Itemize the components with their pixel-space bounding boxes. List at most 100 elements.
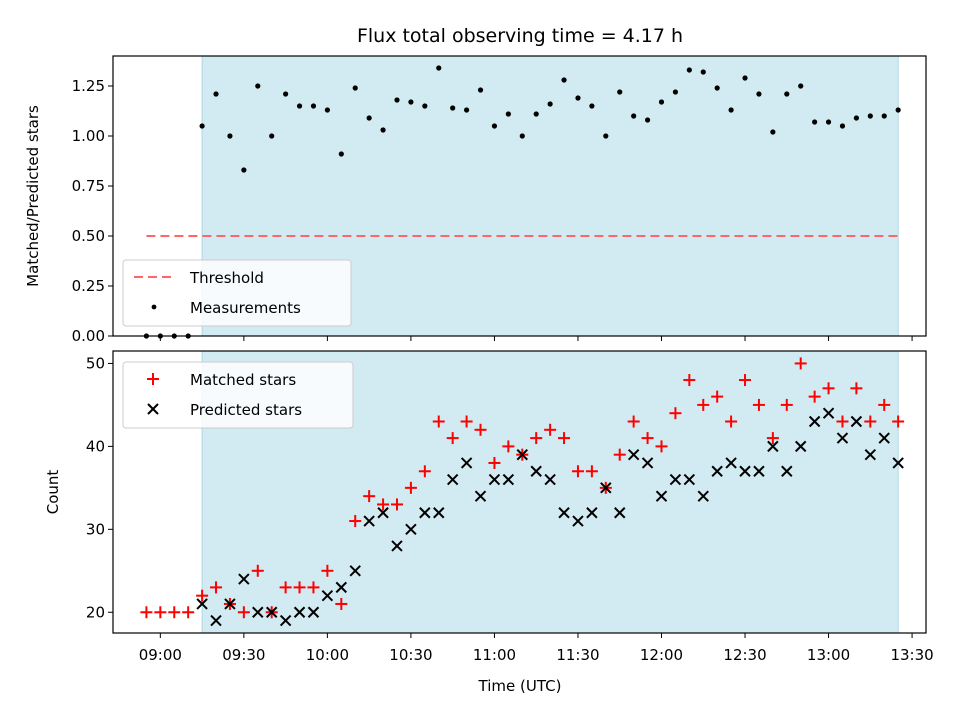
predicted-point bbox=[683, 473, 696, 486]
measurement-point bbox=[867, 113, 873, 119]
bottom-y-axis-label: Count bbox=[44, 470, 62, 515]
bottom-x-ticks: 09:00 09:30 10:00 10:30 11:00 11:30 12:00 12:30… bbox=[139, 633, 934, 664]
matched-point bbox=[335, 597, 348, 610]
matched-point bbox=[377, 498, 390, 511]
matched-point bbox=[279, 581, 292, 594]
matched-point bbox=[140, 606, 153, 619]
measurement-point bbox=[700, 69, 706, 75]
predicted-point bbox=[753, 465, 765, 477]
predicted-point bbox=[419, 507, 431, 519]
predicted-point bbox=[377, 507, 389, 519]
predicted-point bbox=[446, 473, 459, 486]
predicted-point bbox=[293, 606, 306, 618]
measurement-point bbox=[408, 99, 414, 105]
measurement-point bbox=[422, 103, 428, 109]
predicted-point bbox=[307, 606, 320, 618]
measurement-point bbox=[283, 91, 289, 97]
legend-matched-swatch bbox=[147, 373, 159, 385]
matched-point bbox=[196, 589, 209, 602]
predicted-point bbox=[460, 457, 473, 469]
predicted-point bbox=[405, 523, 417, 536]
matched-point bbox=[182, 606, 195, 619]
predicted-point bbox=[600, 482, 612, 494]
matched-point bbox=[627, 415, 640, 428]
predicted-point bbox=[433, 507, 445, 519]
matched-point bbox=[739, 374, 752, 387]
predicted-point bbox=[892, 457, 904, 469]
top-axes-frame bbox=[112, 55, 927, 337]
predicted-point bbox=[641, 457, 654, 469]
measurement-point bbox=[450, 105, 456, 111]
predicted-point bbox=[739, 465, 751, 477]
matched-point bbox=[613, 448, 626, 461]
matched-point bbox=[780, 398, 793, 411]
predicted-point bbox=[210, 614, 222, 627]
predicted-point bbox=[711, 465, 723, 477]
matched-point bbox=[251, 564, 264, 577]
top-legend: Threshold Measurements bbox=[122, 259, 352, 327]
predicted-point bbox=[349, 565, 361, 577]
measurement-point bbox=[853, 115, 859, 121]
x-tick-label: 12:00 bbox=[640, 646, 683, 664]
matched-point bbox=[850, 382, 863, 395]
measurement-point bbox=[213, 91, 219, 97]
measurement-point bbox=[631, 113, 637, 119]
x-tick-label: 09:30 bbox=[222, 646, 265, 664]
predicted-point bbox=[808, 415, 821, 428]
matched-point bbox=[558, 432, 571, 445]
measurement-point bbox=[784, 91, 790, 97]
matched-point bbox=[418, 465, 431, 478]
x-tick-label: 13:00 bbox=[807, 646, 850, 664]
measurement-point bbox=[575, 95, 581, 101]
x-tick-label: 11:00 bbox=[473, 646, 516, 664]
measurement-point bbox=[296, 103, 303, 109]
bottom-axes-frame bbox=[112, 350, 927, 634]
measurement-point bbox=[491, 123, 498, 129]
x-tick-label: 12:30 bbox=[723, 646, 766, 664]
x-tick-label: 10:00 bbox=[306, 646, 349, 664]
measurement-point bbox=[380, 127, 386, 133]
predicted-point bbox=[335, 581, 348, 594]
matched-point bbox=[293, 581, 306, 594]
top-y-ticks: 0.00 0.25 0.50 0.75 1.00 1.25 bbox=[72, 77, 113, 345]
predicted-point bbox=[252, 606, 264, 618]
predicted-point bbox=[391, 540, 403, 552]
predicted-point bbox=[321, 589, 334, 602]
matched-point bbox=[460, 415, 473, 428]
predicted-point bbox=[614, 507, 626, 519]
matched-point bbox=[808, 390, 821, 403]
measurement-point bbox=[589, 103, 595, 109]
y-tick-label: 20 bbox=[86, 603, 105, 621]
measurement-point bbox=[728, 107, 734, 113]
predicted-point bbox=[864, 448, 877, 461]
y-tick-label: 1.25 bbox=[72, 77, 105, 95]
x-tick-label: 11:30 bbox=[556, 646, 599, 664]
predicted-point bbox=[544, 473, 556, 486]
measurement-point bbox=[241, 167, 247, 173]
measurement-point bbox=[269, 133, 275, 139]
matched-point bbox=[168, 606, 181, 619]
legend-predicted-label: Predicted stars bbox=[190, 401, 302, 419]
measurement-point bbox=[617, 89, 623, 95]
measurement-point bbox=[463, 107, 470, 113]
matched-point bbox=[488, 456, 501, 469]
predicted-point bbox=[669, 473, 682, 486]
predicted-point bbox=[363, 515, 375, 527]
measurement-point bbox=[547, 101, 553, 107]
matched-point bbox=[544, 423, 557, 436]
measurement-point bbox=[310, 103, 317, 109]
matched-point bbox=[349, 515, 362, 528]
matched-point bbox=[321, 564, 334, 577]
predicted-point bbox=[224, 598, 236, 610]
predicted-point bbox=[850, 415, 863, 428]
predicted-point bbox=[279, 614, 292, 627]
predicted-point bbox=[474, 490, 487, 502]
measurement-point bbox=[227, 133, 233, 139]
measurement-point bbox=[895, 107, 901, 113]
predicted-point bbox=[655, 490, 668, 502]
predicted-point bbox=[265, 606, 278, 618]
predicted-point bbox=[795, 440, 807, 453]
predicted-point bbox=[697, 490, 709, 502]
y-tick-label: 0.00 bbox=[72, 327, 105, 345]
matched-point bbox=[864, 415, 877, 428]
